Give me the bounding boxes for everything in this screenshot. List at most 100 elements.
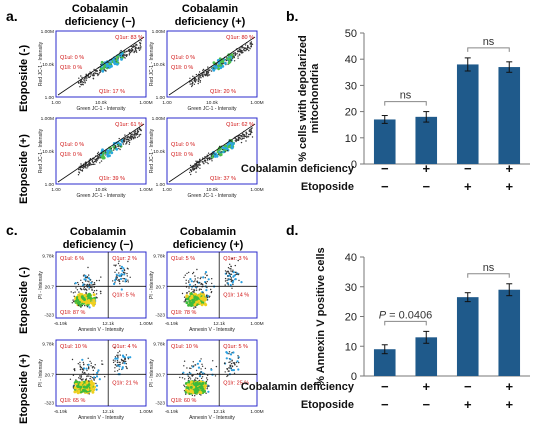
scatter-point [196, 280, 198, 282]
y-tick-label: 20 [345, 107, 357, 119]
panel-label-b: b. [286, 8, 299, 24]
scatter-point [202, 162, 204, 164]
scatter-point [202, 160, 204, 163]
scatter-point [139, 43, 142, 45]
scatter-point [185, 279, 187, 281]
scatter-point [92, 293, 96, 297]
scatter-point [128, 49, 130, 52]
scatter-point [189, 301, 193, 305]
scatter-point [125, 50, 127, 53]
scatter-point [105, 62, 109, 66]
scatter-point [194, 284, 197, 286]
scatter-point [190, 170, 193, 173]
scatter-point [136, 44, 138, 46]
scatter-point [197, 166, 199, 168]
scatter-point [92, 283, 95, 286]
scatter-point [242, 47, 244, 49]
factor-sign: − [422, 179, 430, 194]
scatter-point [86, 165, 88, 167]
scatter-point [74, 299, 78, 303]
scatter-point [86, 294, 90, 298]
scatter-point [85, 73, 87, 76]
y-tick-label: 1.00M [152, 116, 165, 122]
scatter-point [94, 160, 97, 162]
scatter-point [85, 280, 87, 282]
scatter-point [207, 69, 209, 71]
scatter-point [96, 152, 99, 155]
scatter-point [192, 75, 194, 78]
panel-a-col-header-1: Cobalamin deficiency (−) [50, 3, 150, 29]
scatter-point [128, 54, 131, 56]
scatter-point [134, 133, 136, 135]
scatter-point [115, 278, 118, 280]
scatter-point [246, 136, 248, 139]
scatter-point [197, 76, 199, 78]
scatter-point [193, 281, 195, 283]
scatter-point [132, 49, 134, 51]
x-tick-label: 10.0k [95, 187, 107, 193]
scatter-point [95, 158, 98, 160]
scatter-point [98, 73, 100, 75]
scatter-point [88, 281, 90, 283]
x-axis-title: Green JC-1 - Intensity [77, 193, 126, 199]
scatter-point [118, 137, 120, 140]
scatter-point [137, 47, 139, 49]
scatter-point [87, 166, 89, 168]
scatter-point [245, 50, 247, 52]
scatter-point [236, 139, 238, 142]
scatter-point [100, 63, 102, 66]
scatter-point [208, 158, 211, 161]
scatter-point [235, 271, 237, 273]
scatter-point [206, 294, 209, 298]
scatter-point [196, 268, 198, 271]
scatter-point [249, 48, 251, 50]
scatter-point [183, 276, 185, 279]
quadrant-label-ur: Q1ur: 80 % [226, 35, 254, 41]
scatter-point [230, 280, 232, 283]
scatter-point [131, 135, 133, 138]
y-tick-label: 20 [345, 312, 357, 324]
col-header-text: Cobalamin deficiency (−) [62, 226, 134, 251]
scatter-point [86, 164, 89, 166]
scatter-point [120, 265, 123, 268]
scatter-point [127, 268, 129, 270]
scatter-point [78, 172, 81, 174]
scatter-point [93, 290, 96, 292]
scatter-point [243, 137, 245, 139]
y-tick-label: 10.0k [42, 62, 54, 68]
y-tick-label: 1.00 [156, 95, 166, 101]
scatter-point [224, 280, 227, 282]
panel-c-col-header-2: Cobalamin deficiency (+) [158, 226, 258, 252]
scatter-point [234, 140, 236, 142]
scatter-point [206, 286, 208, 289]
scatter-point [99, 69, 101, 71]
scatter-point [195, 160, 197, 162]
scatter-point [192, 81, 194, 84]
scatter-point [75, 287, 77, 289]
scatter-point [99, 157, 102, 159]
jc1-plot-2: Q1ur: 80 % Q1ul: 0 % Q1ll: 0 % Q1lr: 20 % 1.… [149, 29, 264, 112]
scatter-point [100, 276, 102, 278]
y-tick-label: 1.00 [156, 182, 166, 188]
scatter-point [101, 148, 104, 152]
y-tick-label: 1.00M [152, 29, 165, 35]
scatter-point [231, 57, 234, 59]
scatter-point [127, 281, 129, 283]
scatter-point [135, 51, 138, 53]
scatter-point [123, 273, 126, 276]
scatter-point [87, 280, 89, 282]
x-axis-title: Annexin V - Intensity [78, 327, 124, 333]
scatter-point [114, 265, 117, 267]
scatter-point [79, 169, 81, 171]
factor-sign: + [422, 379, 430, 394]
scatter-point [247, 136, 250, 138]
scatter-point [230, 140, 232, 143]
scatter-point [125, 143, 127, 145]
scatter-point [83, 278, 86, 281]
scatter-point [231, 287, 233, 289]
scatter-point [215, 63, 217, 65]
y-tick-label: 1.00M [41, 116, 54, 122]
scatter-point [84, 81, 86, 84]
x-tick-label: 1.00M [139, 100, 152, 106]
quadrant-label-lr: Q1lr: 20 % [210, 89, 236, 95]
